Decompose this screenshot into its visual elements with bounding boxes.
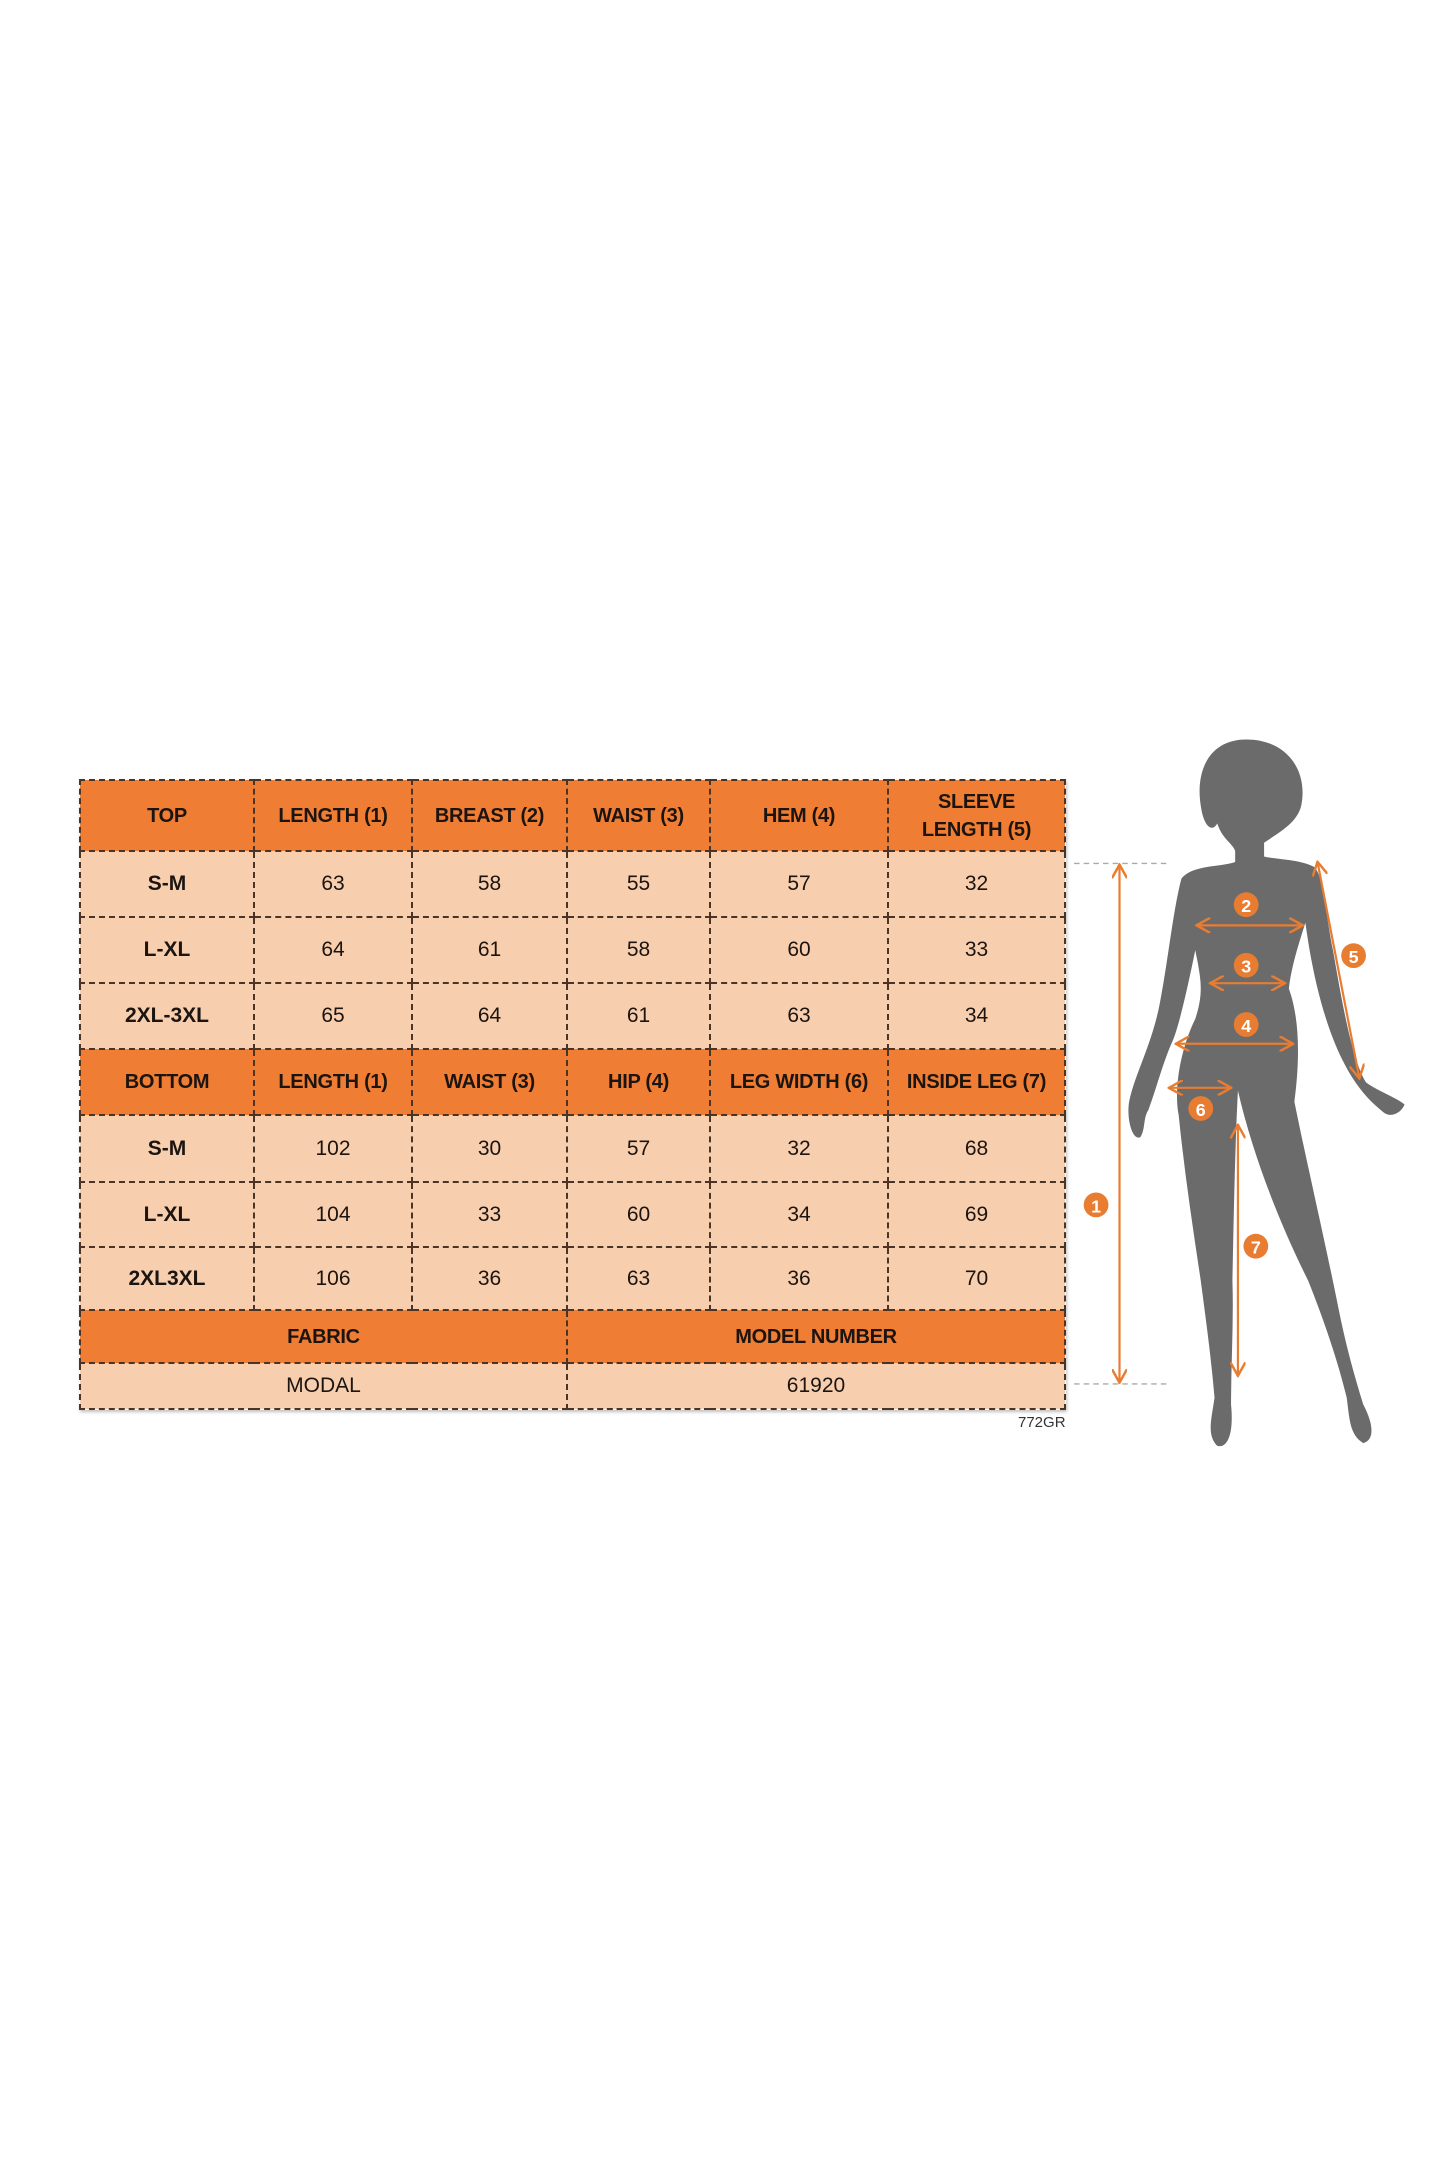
svg-text:3: 3	[1241, 957, 1251, 977]
info-header-row: FABRIC MODEL NUMBER	[79, 1309, 1066, 1364]
sleeve-arrow	[1318, 863, 1359, 1076]
cell: 104	[253, 1181, 413, 1248]
marker-7: 7	[1243, 1233, 1269, 1259]
table-row: S-M 63 58 55 57 32	[79, 850, 1066, 918]
cell: 60	[566, 1181, 711, 1248]
header-cell: LENGTH (1)	[253, 779, 413, 852]
cell: 57	[566, 1114, 711, 1183]
cell: 55	[566, 850, 711, 918]
table-row: 2XL3XL 106 36 63 36 70	[79, 1246, 1066, 1311]
cell: 36	[709, 1246, 889, 1311]
cell: 68	[887, 1114, 1066, 1183]
cell: 58	[566, 916, 711, 984]
svg-text:4: 4	[1241, 1016, 1251, 1036]
svg-text:6: 6	[1196, 1100, 1206, 1120]
header-cell: BOTTOM	[79, 1048, 255, 1116]
top-header-row: TOP LENGTH (1) BREAST (2) WAIST (3) HEM …	[79, 779, 1066, 852]
header-cell: LEG WIDTH (6)	[709, 1048, 889, 1116]
cell: 34	[709, 1181, 889, 1248]
cell: 64	[411, 982, 568, 1050]
header-cell: INSIDE LEG (7)	[887, 1048, 1066, 1116]
bottom-header-row: BOTTOM LENGTH (1) WAIST (3) HIP (4) LEG …	[79, 1048, 1066, 1116]
cell: 64	[253, 916, 413, 984]
table-row: 2XL-3XL 65 64 61 63 34	[79, 982, 1066, 1050]
cell: 33	[887, 916, 1066, 984]
woman-silhouette	[1128, 739, 1405, 1447]
cell: 32	[709, 1114, 889, 1183]
cell: 33	[411, 1181, 568, 1248]
size-label: L-XL	[79, 1181, 255, 1248]
size-label: 2XL-3XL	[79, 982, 255, 1050]
info-row: MODAL 61920	[79, 1362, 1066, 1410]
size-label: S-M	[79, 1114, 255, 1183]
cell: 102	[253, 1114, 413, 1183]
model-number-label: MODEL NUMBER	[566, 1309, 1066, 1364]
size-label: S-M	[79, 850, 255, 918]
marker-3: 3	[1233, 952, 1259, 978]
cell: 63	[253, 850, 413, 918]
cell: 61	[566, 982, 711, 1050]
header-cell: WAIST (3)	[411, 1048, 568, 1116]
svg-text:7: 7	[1251, 1238, 1261, 1258]
size-label: L-XL	[79, 916, 255, 984]
header-cell: BREAST (2)	[411, 779, 568, 852]
marker-2: 2	[1233, 892, 1259, 918]
cell: 106	[253, 1246, 413, 1311]
size-label: 2XL3XL	[79, 1246, 255, 1311]
marker-5: 5	[1341, 943, 1366, 969]
cell: 32	[887, 850, 1066, 918]
cell: 65	[253, 982, 413, 1050]
fabric-value: MODAL	[79, 1362, 568, 1410]
cell: 60	[709, 916, 889, 984]
marker-1: 1	[1083, 1192, 1109, 1218]
header-cell: HIP (4)	[566, 1048, 711, 1116]
svg-text:2: 2	[1241, 896, 1251, 916]
cell: 63	[566, 1246, 711, 1311]
cell: 69	[887, 1181, 1066, 1248]
fabric-label: FABRIC	[79, 1309, 568, 1364]
cell: 63	[709, 982, 889, 1050]
header-cell: LENGTH (1)	[253, 1048, 413, 1116]
header-cell: WAIST (3)	[566, 779, 711, 852]
table-row: S-M 102 30 57 32 68	[79, 1114, 1066, 1183]
size-chart-table: TOP LENGTH (1) BREAST (2) WAIST (3) HEM …	[79, 779, 1066, 1410]
cell: 61	[411, 916, 568, 984]
svg-text:5: 5	[1349, 947, 1359, 967]
header-cell: SLEEVE LENGTH (5)	[887, 779, 1066, 852]
model-number-value: 61920	[566, 1362, 1066, 1410]
marker-6: 6	[1188, 1096, 1214, 1121]
product-code: 772GR	[1018, 1414, 1066, 1431]
cell: 30	[411, 1114, 568, 1183]
cell: 57	[709, 850, 889, 918]
cell: 34	[887, 982, 1066, 1050]
cell: 70	[887, 1246, 1066, 1311]
cell: 36	[411, 1246, 568, 1311]
table-row: L-XL 64 61 58 60 33	[79, 916, 1066, 984]
table-row: L-XL 104 33 60 34 69	[79, 1181, 1066, 1248]
header-cell: TOP	[79, 779, 255, 852]
svg-text:1: 1	[1091, 1196, 1101, 1216]
header-cell: HEM (4)	[709, 779, 889, 852]
marker-4: 4	[1233, 1012, 1259, 1037]
cell: 58	[411, 850, 568, 918]
